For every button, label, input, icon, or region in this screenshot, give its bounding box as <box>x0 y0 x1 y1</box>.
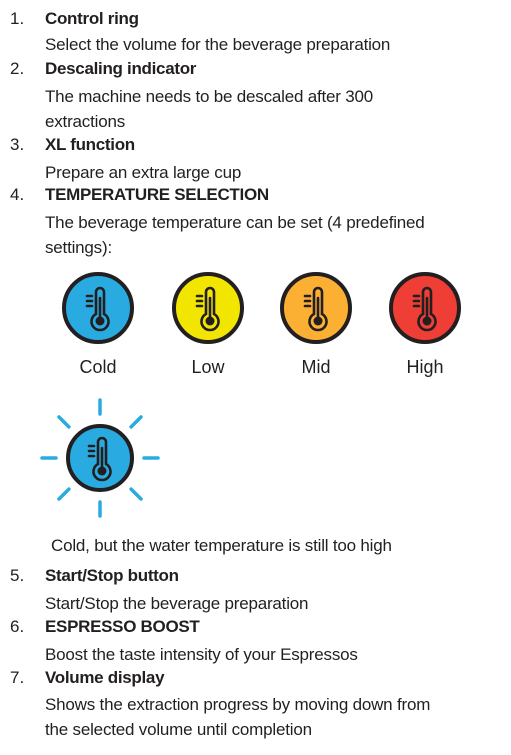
item-5-title: Start/Stop button <box>45 566 179 585</box>
blink-ray <box>129 415 143 429</box>
temperature-label-mid: Mid <box>301 357 331 377</box>
item-3-number: 3. <box>10 135 25 154</box>
blink-ray <box>129 487 143 501</box>
thermometer-icon <box>172 272 244 344</box>
item-6-number: 6. <box>10 617 25 636</box>
thermometer-icon <box>62 272 134 344</box>
item-7-description-line-1: Shows the extraction progress by moving … <box>45 695 431 714</box>
item-3-description: Prepare an extra large cup <box>45 163 242 182</box>
item-2-description-line-2: extractions <box>45 112 126 131</box>
temperature-label-low: Low <box>191 357 225 377</box>
temperature-label-cold: Cold <box>79 357 117 377</box>
item-7-description-line-2: the selected volume until completion <box>45 720 312 739</box>
thermometer-icon <box>389 272 461 344</box>
item-4-number: 4. <box>10 185 25 204</box>
thermometer-icon <box>280 272 352 344</box>
item-5-number: 5. <box>10 566 25 585</box>
temperature-label-high: High <box>406 357 444 377</box>
thermometer-blinking-icon <box>40 398 160 518</box>
blink-ray <box>57 487 71 501</box>
item-5-description: Start/Stop the beverage preparation <box>45 594 309 613</box>
item-1-number: 1. <box>10 9 25 28</box>
item-4-description-line-1: The beverage temperature can be set (4 p… <box>45 213 425 232</box>
item-6-title: ESPRESSO BOOST <box>45 617 200 636</box>
item-2-number: 2. <box>10 59 25 78</box>
item-4-description-line-2: settings): <box>45 238 112 257</box>
item-1-title: Control ring <box>45 9 139 28</box>
item-6-description: Boost the taste intensity of your Espres… <box>45 645 358 664</box>
item-1-description: Select the volume for the beverage prepa… <box>45 35 391 54</box>
item-2-description-line-1: The machine needs to be descaled after 3… <box>45 87 374 106</box>
item-7-number: 7. <box>10 668 25 687</box>
item-3-title: XL function <box>45 135 135 154</box>
item-2-title: Descaling indicator <box>45 59 197 78</box>
item-7-title: Volume display <box>45 668 165 687</box>
item-4-title: TEMPERATURE SELECTION <box>45 185 269 204</box>
warning-text: Cold, but the water temperature is still… <box>51 536 392 555</box>
blink-ray <box>57 415 71 429</box>
